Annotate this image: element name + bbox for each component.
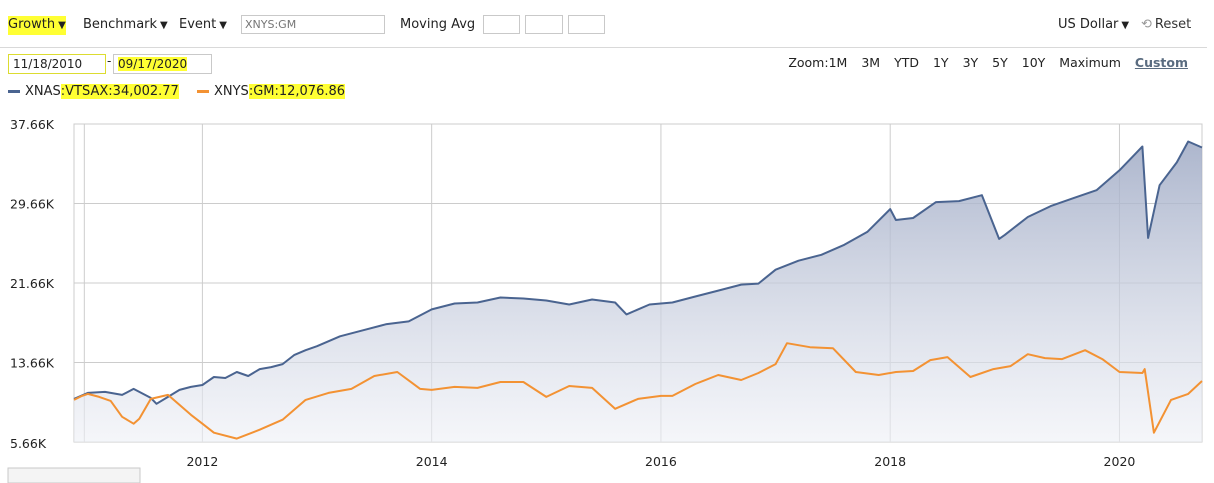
reset-label: Reset [1154, 17, 1192, 32]
growth-dropdown[interactable]: Growth ▼ [8, 16, 66, 35]
chart-series [73, 140, 1203, 442]
event-label: Event [179, 17, 217, 32]
legend-item-gm[interactable]: XNYS:GM:12,076.86 [196, 84, 346, 99]
currency-label: US Dollar [1058, 17, 1119, 32]
moving-avg-input-1[interactable] [483, 15, 520, 34]
zoom-label: Zoom: [788, 55, 829, 70]
legend-prefix-vtsax: XNAS [25, 84, 61, 99]
moving-avg-label: Moving Avg [400, 17, 476, 32]
chart-legend: XNAS:VTSAX:34,002.77 XNYS:GM:12,076.86 [8, 84, 359, 99]
x-tick-label: 2020 [1104, 454, 1136, 469]
currency-dropdown[interactable]: US Dollar ▼ [1058, 16, 1129, 35]
zoom-10y[interactable]: 10Y [1021, 55, 1046, 70]
zoom-ytd[interactable]: YTD [894, 55, 919, 70]
moving-avg-input-2[interactable] [525, 15, 563, 34]
chevron-down-icon: ▼ [58, 20, 66, 31]
zoom-bar: Zoom:1M 3M YTD 1Y 3Y 5Y 10Y Maximum Custom [788, 55, 1188, 70]
zoom-maximum[interactable]: Maximum [1059, 55, 1121, 70]
zoom-custom[interactable]: Custom [1134, 55, 1188, 70]
end-date-input[interactable]: 09/17/2020 [113, 54, 212, 74]
y-tick-label: 5.66K [10, 436, 47, 451]
legend-swatch-vtsax [8, 90, 20, 93]
reset-button[interactable]: ⟲ Reset [1141, 16, 1191, 34]
zoom-3m[interactable]: 3M [861, 55, 881, 70]
symbol-input[interactable] [241, 15, 385, 34]
legend-symbol-vtsax: :VTSAX:34,002.77 [60, 84, 179, 99]
chevron-down-icon: ▼ [1121, 20, 1130, 31]
event-dropdown[interactable]: Event ▼ [179, 16, 227, 35]
chevron-down-icon: ▼ [219, 20, 227, 31]
moving-avg-input-3[interactable] [568, 15, 605, 34]
legend-symbol-gm: :GM:12,076.86 [248, 84, 346, 99]
growth-label: Growth [8, 17, 56, 32]
legend-swatch-gm [196, 90, 209, 93]
y-tick-label: 21.66K [10, 276, 55, 291]
benchmark-label: Benchmark [83, 17, 158, 32]
zoom-5y[interactable]: 5Y [992, 55, 1008, 70]
x-tick-label: 2016 [645, 454, 677, 469]
reset-icon: ⟲ [1141, 17, 1152, 32]
legend-item-vtsax[interactable]: XNAS:VTSAX:34,002.77 [8, 84, 179, 99]
date-separator: - [107, 54, 112, 68]
chart-axes: 37.66K 29.66K 21.66K 13.66K 5.66K 2012 2014 201… [10, 117, 1135, 469]
x-tick-label: 2014 [416, 454, 448, 469]
y-tick-label: 29.66K [10, 197, 55, 212]
x-tick-label: 2018 [874, 454, 906, 469]
zoom-1m[interactable]: 1M [828, 55, 848, 70]
chevron-down-icon: ▼ [160, 20, 168, 31]
series-line-xnas-vtsax [73, 140, 1203, 405]
legend-prefix-gm: XNYS [213, 84, 249, 99]
toolbar: Growth▼ Benchmark▼ Event▼ Moving Avg US … [0, 0, 1207, 48]
x-tick-label: 2012 [186, 454, 218, 469]
y-tick-label: 13.66K [10, 356, 55, 371]
start-date-input[interactable]: 11/18/2010 [8, 54, 106, 74]
growth-chart: 37.66K 29.66K 21.66K 13.66K 5.66K 2012 2014 201… [7, 117, 1203, 483]
zoom-1y[interactable]: 1Y [932, 55, 949, 70]
series-area-xnas-vtsax [74, 141, 1202, 442]
date-range: 11/18/2010 - 09/17/2020 [0, 50, 1207, 76]
navigator-handle[interactable] [7, 467, 141, 483]
benchmark-dropdown[interactable]: Benchmark ▼ [83, 16, 168, 35]
zoom-3y[interactable]: 3Y [962, 55, 979, 70]
series-line-xnys-gm [73, 342, 1203, 440]
end-date-value: 09/17/2020 [118, 57, 188, 71]
y-tick-label: 37.66K [10, 117, 55, 132]
